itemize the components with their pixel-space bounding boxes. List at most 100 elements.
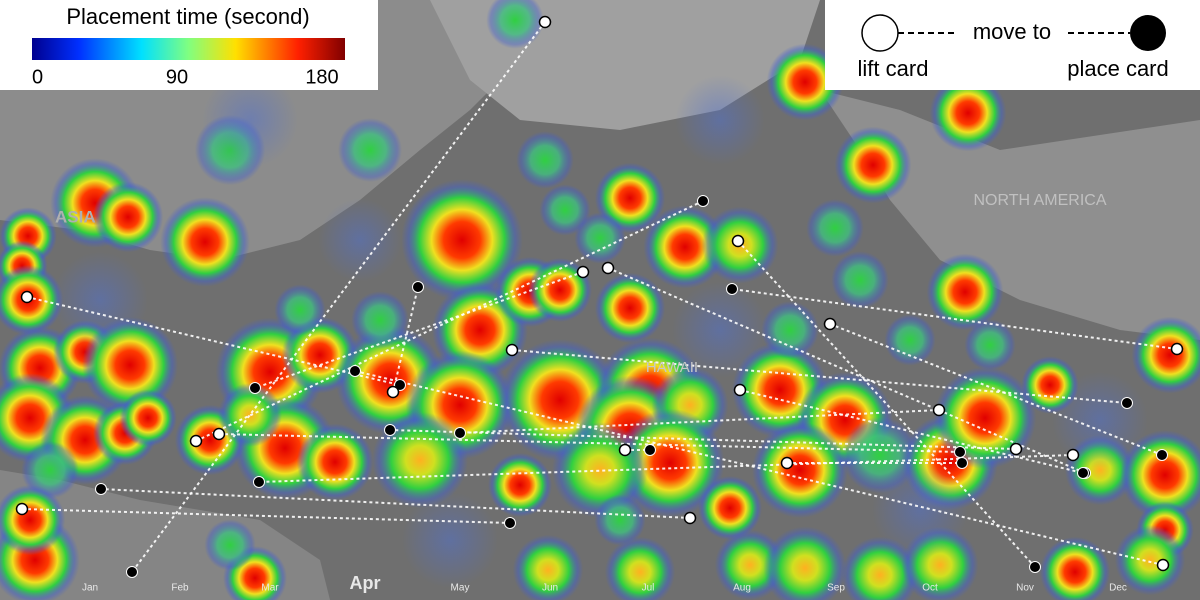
month-label: Jul — [642, 583, 655, 594]
key-label: move to — [973, 19, 1051, 44]
place-point — [95, 483, 107, 495]
move-path — [26, 296, 401, 386]
lift-point — [538, 15, 552, 29]
heat-spot — [402, 492, 498, 588]
lift-point — [386, 385, 400, 399]
month-label: Feb — [171, 583, 189, 594]
heat-spot — [202, 72, 298, 168]
heat-spot — [274, 284, 326, 336]
place-icon — [1130, 15, 1166, 51]
move-path — [739, 389, 1084, 474]
heat-spot — [831, 251, 889, 309]
color-legend: Placement time (second) 0 90 180 — [0, 0, 378, 90]
move-path — [459, 409, 940, 434]
heat-spot — [929, 74, 1007, 152]
heat-spot — [160, 197, 250, 287]
lift-point — [731, 234, 745, 248]
move-path — [354, 370, 1164, 566]
heat-spot — [964, 319, 1016, 371]
lift-icon — [861, 14, 899, 52]
key-label: lift card — [858, 56, 929, 81]
heat-spot — [372, 412, 468, 508]
heat-spot — [752, 422, 848, 518]
lift-point — [733, 383, 747, 397]
heat-spot — [806, 199, 864, 257]
move-path — [100, 488, 691, 519]
land-north-america — [820, 90, 1200, 340]
move-path — [258, 454, 1074, 483]
heat-spot — [675, 75, 765, 165]
month-label: Dec — [1109, 583, 1127, 594]
lift-point — [576, 265, 590, 279]
place-point — [1121, 397, 1133, 409]
move-path — [737, 240, 1036, 568]
heat-spot — [92, 181, 164, 253]
heat-spot — [761, 301, 819, 359]
heat-spot — [218, 383, 282, 447]
heat-spot — [351, 291, 409, 349]
place-point — [697, 195, 709, 207]
heat-spot — [401, 179, 523, 301]
heat-spot — [604, 536, 676, 600]
map-label: ASIA — [55, 207, 96, 226]
heat-spot — [0, 484, 66, 556]
place-point — [1029, 561, 1041, 573]
place-point — [454, 427, 466, 439]
heat-spot — [21, 441, 79, 499]
place-point — [644, 444, 656, 456]
lift-point — [601, 261, 615, 275]
month-labels: Jan Feb Mar Apr May Jun Jul Aug Sep Oct Nov Dec — [82, 573, 1127, 594]
lift-point — [780, 456, 794, 470]
heat-spot — [318, 198, 402, 282]
month-label: May — [451, 583, 470, 594]
place-point — [954, 446, 966, 458]
heat-spot — [488, 453, 552, 517]
heat-spot — [834, 126, 912, 204]
color-bar — [32, 38, 345, 60]
month-label: Nov — [1016, 583, 1034, 594]
lift-point — [505, 343, 519, 357]
lift-point — [932, 403, 946, 417]
month-label: Oct — [922, 583, 938, 594]
heat-spot — [672, 282, 768, 378]
colorbar-tick-label: 0 — [32, 66, 43, 88]
heat-spot — [933, 366, 1037, 470]
key-label: place card — [1067, 56, 1169, 81]
move-path — [511, 349, 1128, 404]
heat-spot — [539, 184, 591, 236]
heat-spot — [594, 162, 666, 234]
key-legend: move to lift card place card — [825, 0, 1200, 90]
place-point — [412, 281, 424, 293]
lift-point — [1156, 558, 1170, 572]
move-path — [731, 288, 1178, 350]
heat-spot — [643, 205, 727, 289]
move-path — [389, 429, 1017, 450]
heat-spot — [594, 272, 666, 344]
heat-spot — [119, 389, 177, 447]
place-point — [726, 283, 738, 295]
colorbar-tick-label: 90 — [166, 66, 188, 88]
map-label: HAWAII — [646, 359, 698, 376]
month-label: Mar — [261, 583, 279, 594]
lift-point — [1170, 342, 1184, 356]
heat-spot — [512, 534, 584, 600]
lift-point — [189, 434, 203, 448]
heat-spot — [884, 314, 936, 366]
lift-point — [683, 511, 697, 525]
lift-point — [1009, 442, 1023, 456]
heat-spot — [1131, 316, 1200, 394]
lift-point — [15, 502, 29, 516]
move-path — [254, 271, 584, 389]
heat-spot — [52, 252, 148, 348]
heat-spot — [338, 118, 402, 182]
heat-spot — [1114, 524, 1186, 596]
place-point — [249, 382, 261, 394]
heat-spot — [204, 519, 256, 571]
heat-spot — [698, 476, 762, 540]
heat-spot — [766, 43, 844, 121]
month-label: Jan — [82, 583, 98, 594]
lift-point — [212, 427, 226, 441]
month-label: Sep — [827, 583, 845, 594]
